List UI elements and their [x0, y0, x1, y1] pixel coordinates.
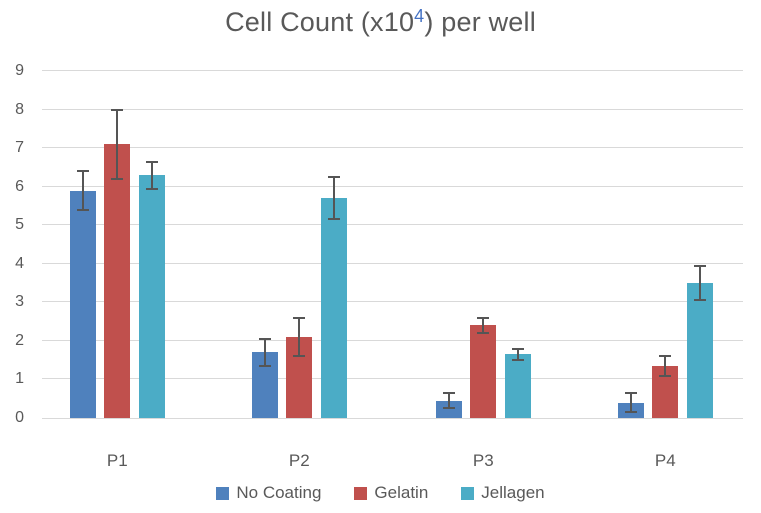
bar-gelatin-p1	[104, 144, 131, 418]
error-bar-line	[298, 317, 301, 357]
bar-no-coating-p1	[70, 190, 96, 418]
legend-label-gelatin: Gelatin	[374, 483, 429, 502]
plot-area	[42, 70, 743, 419]
error-bar-cap-bottom	[693, 299, 706, 302]
y-tick-label: 9	[15, 62, 24, 79]
gridline	[42, 262, 743, 264]
error-bar-line	[264, 338, 266, 366]
error-bar-cap-top	[145, 160, 158, 163]
chart-title-prefix: Cell Count (x10	[225, 7, 415, 37]
gridline	[42, 224, 743, 226]
error-bar-line	[482, 317, 485, 334]
error-bar-line	[698, 265, 701, 301]
error-bar-cap-top	[477, 316, 490, 319]
chart-title-suffix: ) per well	[424, 7, 536, 37]
y-tick-label: 4	[15, 254, 24, 272]
legend-swatch-no-coating-icon	[216, 486, 230, 500]
error-bar-cap-bottom	[327, 218, 340, 221]
gridline	[42, 339, 743, 341]
legend-item-no-coating: No Coating	[216, 483, 321, 503]
y-tick-label: 5	[15, 216, 24, 234]
error-bar-cap-bottom	[111, 177, 124, 180]
error-bar-line	[82, 171, 84, 210]
error-bar-line	[332, 177, 335, 220]
y-tick-label: 1	[15, 370, 24, 388]
error-bar-cap-bottom	[259, 364, 271, 367]
error-bar-cap-bottom	[659, 374, 672, 377]
x-tick-label-p2: P2	[288, 451, 310, 470]
y-tick-label: 2	[15, 331, 24, 349]
error-bar-cap-bottom	[145, 187, 158, 190]
bar-jellagen-p4	[686, 283, 713, 418]
error-bar-cap-bottom	[477, 332, 490, 335]
legend-label-jellagen: Jellagen	[481, 483, 545, 502]
chart-title: Cell Count (x104) per well	[0, 6, 761, 38]
error-bar-cap-bottom	[625, 411, 637, 414]
error-bar-cap-bottom	[511, 359, 524, 362]
chart-title-superscript: 4	[414, 6, 425, 26]
error-bar-line	[664, 356, 667, 376]
bar-jellagen-p3	[504, 354, 531, 418]
error-bar-cap-top	[625, 391, 637, 394]
error-bar-cap-top	[659, 355, 672, 358]
y-tick-label: 0	[15, 409, 24, 426]
gridline	[42, 70, 743, 71]
error-bar-cap-top	[77, 170, 89, 173]
x-tick-label-p4: P4	[654, 451, 676, 470]
error-bar-cap-bottom	[77, 208, 89, 211]
x-axis-line	[42, 418, 743, 419]
error-bar-cap-top	[327, 176, 340, 179]
error-bar-line	[116, 109, 119, 179]
gridline	[42, 108, 743, 110]
y-tick-label: 3	[15, 293, 24, 311]
legend-item-gelatin: Gelatin	[354, 483, 428, 503]
bar-gelatin-p3	[470, 325, 497, 418]
legend-label-no-coating: No Coating	[236, 483, 322, 502]
y-tick-label: 7	[15, 139, 24, 157]
legend-swatch-gelatin-icon	[354, 486, 368, 500]
x-tick-label-p3: P3	[472, 451, 494, 470]
error-bar-cap-bottom	[443, 407, 455, 410]
y-tick-label: 6	[15, 177, 24, 195]
legend: No Coating Gelatin Jellagen	[0, 483, 761, 503]
error-bar-line	[516, 348, 519, 361]
bar-jellagen-p1	[138, 175, 165, 418]
error-bar-cap-top	[511, 347, 524, 350]
gridline	[42, 301, 743, 303]
error-bar-line	[630, 392, 632, 413]
gridline	[42, 185, 743, 187]
error-bar-cap-top	[693, 264, 706, 267]
error-bar-cap-top	[293, 316, 306, 319]
error-bar-line	[448, 392, 450, 409]
error-bar-cap-top	[259, 337, 271, 340]
error-bar-cap-bottom	[293, 355, 306, 358]
x-tick-label-p1: P1	[106, 451, 128, 470]
y-tick-label: 8	[15, 100, 24, 118]
error-bar-cap-top	[443, 391, 455, 394]
error-bar-line	[150, 161, 153, 189]
gridline	[42, 147, 743, 149]
bar-jellagen-p2	[320, 198, 347, 418]
legend-swatch-jellagen-icon	[461, 486, 475, 500]
gridline	[42, 378, 743, 380]
legend-item-jellagen: Jellagen	[461, 483, 545, 503]
error-bar-cap-top	[111, 108, 124, 111]
